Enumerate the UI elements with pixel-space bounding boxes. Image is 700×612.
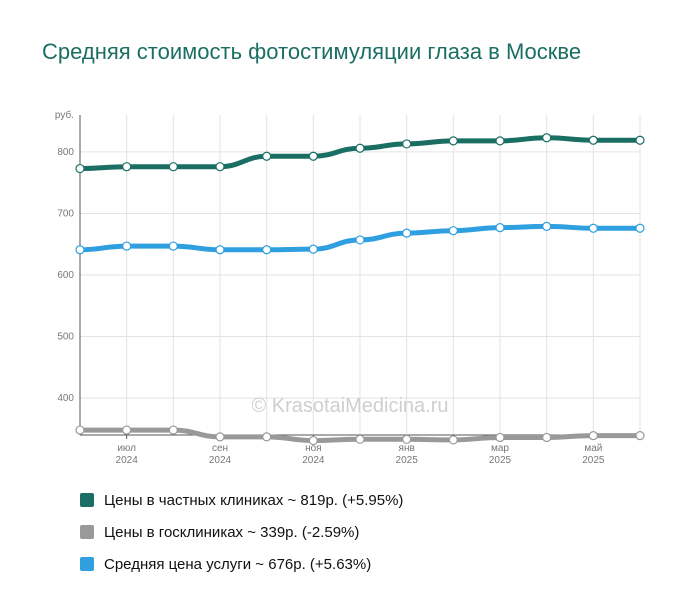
data-point-public	[215, 432, 225, 442]
legend-swatch-public	[80, 525, 94, 539]
watermark: © KrasotaiMedicina.ru	[251, 395, 448, 417]
data-point-average	[495, 223, 505, 233]
data-point-average	[215, 245, 225, 255]
y-unit-label: руб.	[55, 109, 74, 121]
data-point-public	[355, 434, 365, 444]
x-tick-month: ноя	[305, 443, 322, 454]
legend-item-private[interactable]: Цены в частных клиниках ~ 819р. (+5.95%)	[80, 484, 403, 516]
data-point-private	[542, 133, 552, 143]
x-tick-month: мар	[491, 443, 509, 454]
data-point-public	[75, 425, 85, 435]
legend-item-average[interactable]: Средняя цена услуги ~ 676р. (+5.63%)	[80, 548, 403, 580]
data-point-private	[168, 162, 178, 172]
line-chart: 400500600700800руб.июл2024сен2024ноя2024…	[55, 109, 645, 466]
data-point-average	[448, 226, 458, 236]
data-point-average	[355, 235, 365, 245]
y-tick-label: 400	[57, 393, 74, 404]
y-tick-label: 500	[57, 332, 74, 343]
chart-title: Средняя стоимость фотостимуляции глаза в…	[42, 39, 582, 64]
legend-swatch-average	[80, 557, 94, 571]
x-tick-month: май	[584, 443, 602, 454]
data-point-public	[168, 425, 178, 435]
series-average	[75, 221, 645, 255]
x-tick-month: янв	[399, 443, 415, 454]
x-tick-year: 2025	[489, 455, 512, 466]
legend-label-average: Средняя цена услуги ~ 676р. (+5.63%)	[104, 555, 372, 573]
data-point-public	[308, 435, 318, 446]
data-point-private	[355, 143, 365, 153]
data-point-public	[495, 432, 505, 443]
x-tick-year: 2024	[209, 455, 232, 466]
data-point-private	[75, 163, 85, 174]
y-tick-label: 800	[57, 147, 74, 158]
data-point-private	[402, 139, 412, 149]
data-point-private	[588, 135, 598, 145]
data-point-public	[635, 431, 645, 441]
series-layer	[75, 133, 645, 446]
data-point-average	[168, 241, 178, 251]
legend-label-private: Цены в частных клиниках ~ 819р. (+5.95%)	[104, 491, 404, 509]
data-point-average	[402, 228, 412, 238]
x-tick-year: 2025	[396, 455, 419, 466]
legend: Цены в частных клиниках ~ 819р. (+5.95%)…	[80, 484, 403, 580]
data-point-public	[122, 425, 132, 435]
data-point-public	[542, 432, 552, 443]
y-tick-label: 700	[57, 208, 74, 219]
data-point-average	[588, 223, 598, 233]
data-point-average	[635, 223, 645, 233]
x-tick-year: 2025	[582, 455, 605, 466]
x-tick-year: 2024	[302, 455, 325, 466]
data-point-public	[448, 435, 458, 445]
data-point-average	[308, 244, 318, 254]
data-point-public	[262, 432, 272, 442]
data-point-private	[495, 136, 505, 146]
series-private	[75, 133, 645, 174]
x-tick-month: июл	[117, 443, 136, 454]
x-tick-year: 2024	[116, 455, 139, 466]
x-tick-month: сен	[212, 443, 228, 454]
data-point-private	[448, 136, 458, 146]
legend-swatch-private	[80, 493, 94, 507]
data-point-average	[262, 245, 272, 255]
data-point-average	[75, 245, 85, 255]
data-point-private	[122, 162, 132, 172]
data-point-average	[122, 241, 132, 251]
y-tick-label: 600	[57, 270, 74, 281]
legend-label-public: Цены в госклиниках ~ 339р. (-2.59%)	[104, 523, 360, 541]
data-point-public	[588, 431, 598, 441]
series-public	[75, 425, 645, 446]
data-point-public	[402, 434, 412, 444]
data-point-private	[635, 135, 645, 145]
legend-item-public[interactable]: Цены в госклиниках ~ 339р. (-2.59%)	[80, 516, 403, 548]
grid	[79, 115, 641, 435]
data-point-private	[308, 151, 318, 161]
data-point-private	[262, 151, 272, 161]
data-point-average	[542, 221, 552, 231]
data-point-private	[215, 162, 225, 172]
